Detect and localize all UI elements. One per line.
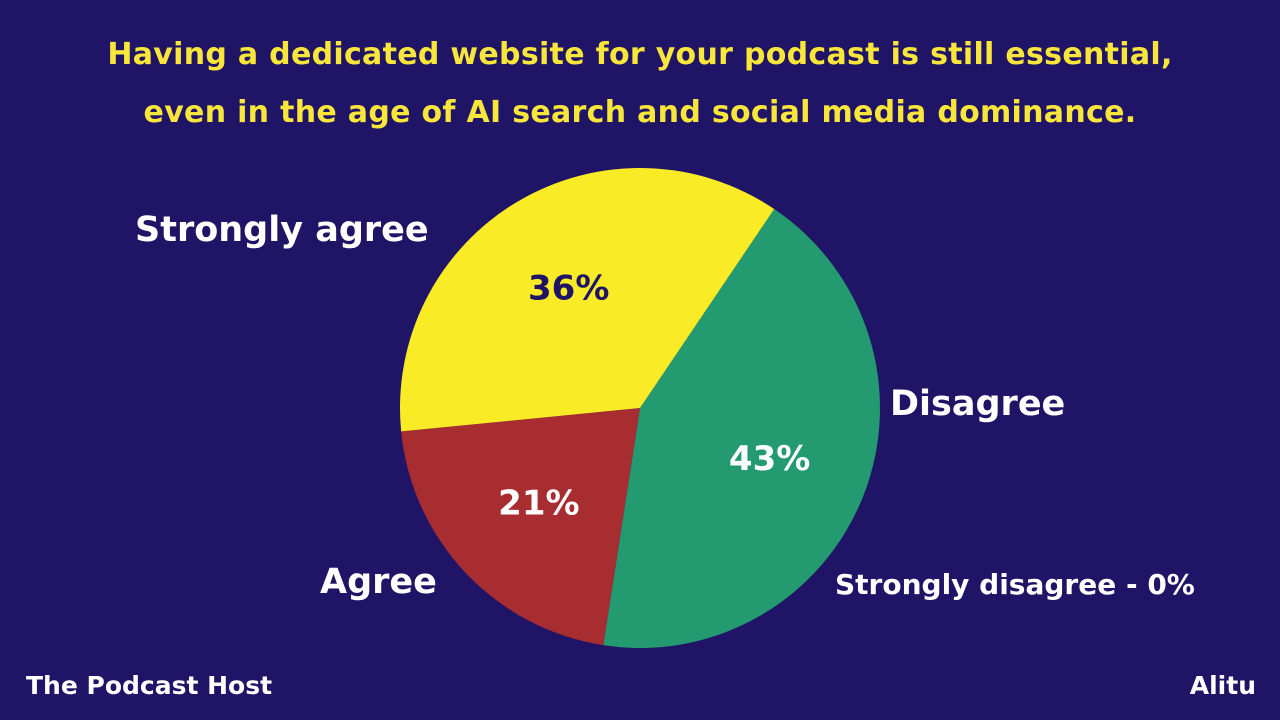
pie-value-label-agree: 36%: [528, 268, 609, 308]
label-agree: Agree: [320, 562, 437, 602]
brand-the-podcast-host: The Podcast Host: [26, 671, 273, 700]
chart-title-line-2: even in the age of AI search and social …: [143, 95, 1137, 130]
pie-slice-strongly-agree: [603, 209, 881, 648]
pie-value-label-disagree: 21%: [498, 484, 579, 524]
pie-slice-disagree: [401, 408, 640, 646]
label-strongly-agree: Strongly agree: [135, 210, 429, 250]
pie-slice-agree: [399, 168, 775, 432]
label-strongly-disagree: Strongly disagree - 0%: [835, 568, 1195, 601]
pie-value-label-strongly-agree: 43%: [729, 439, 810, 479]
chart-title: Having a dedicated website for your podc…: [0, 26, 1280, 142]
label-disagree: Disagree: [890, 384, 1066, 424]
brand-alitu: Alitu: [1189, 671, 1256, 700]
chart-title-line-1: Having a dedicated website for your podc…: [107, 37, 1173, 72]
